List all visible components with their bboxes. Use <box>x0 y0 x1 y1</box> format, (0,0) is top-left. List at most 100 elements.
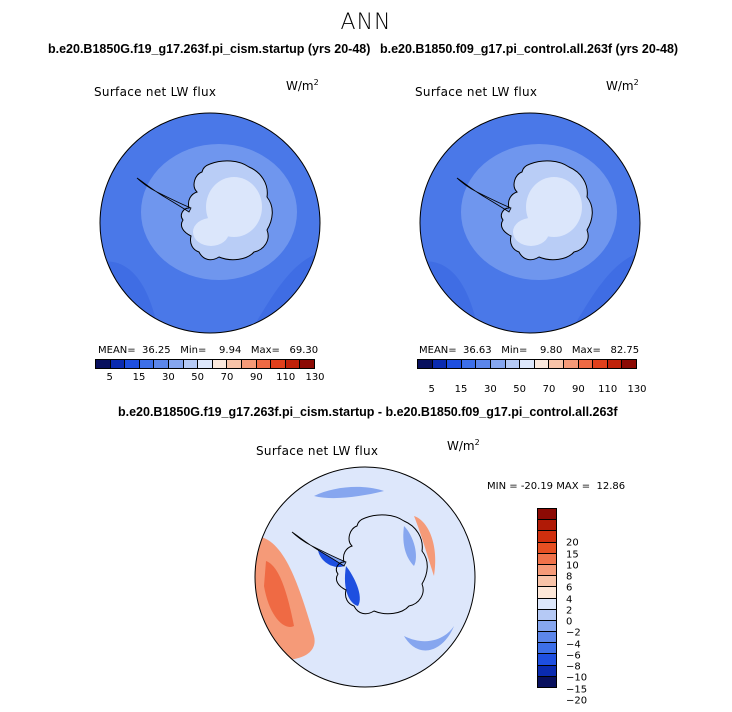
colorbar-swatch <box>538 609 556 621</box>
colorbar-swatch <box>139 360 155 368</box>
colorbar-swatch <box>168 360 184 368</box>
colorbar-tick-label: 0 <box>566 616 573 628</box>
panel-1-map <box>99 112 321 334</box>
colorbar-swatch <box>490 360 506 368</box>
colorbar-tick-label: −20 <box>566 695 588 707</box>
panel-2-variable: Surface net LW flux <box>415 85 538 99</box>
cool-anomaly <box>403 526 416 566</box>
colorbar-swatch <box>538 587 556 599</box>
colorbar-swatch <box>96 360 111 368</box>
panel-1-case-title: b.e20.B1850G.f19_g17.263f.pi_cism.startu… <box>48 42 371 56</box>
panel-2-map <box>419 112 641 334</box>
colorbar-swatch <box>256 360 272 368</box>
colorbar-tick-label: −15 <box>566 684 588 695</box>
diff-colorbar-ticks: 20 15 10 8 6 4 2 0 −2 −4 −6 −8 −10 −15 −20 <box>566 532 606 712</box>
panel-2-colorbar-ticks: 5 15 30 50 70 90 110 130 <box>417 384 646 396</box>
colorbar-swatch <box>125 360 140 368</box>
colorbar-swatch <box>418 360 433 368</box>
colorbar-tick-label: −8 <box>566 661 581 673</box>
diff-colorbar <box>537 508 557 688</box>
colorbar-swatch <box>271 360 286 368</box>
colorbar-swatch <box>212 360 228 368</box>
colorbar-swatch <box>534 360 550 368</box>
diff-map <box>254 466 476 688</box>
colorbar-swatch <box>549 360 564 368</box>
colorbar-tick-label: 110 <box>598 384 618 395</box>
colorbar-tick-label: 70 <box>220 372 234 383</box>
colorbar-swatch <box>538 520 556 532</box>
colorbar-swatch <box>563 360 579 368</box>
colorbar-swatch <box>622 360 636 368</box>
colorbar-swatch <box>285 360 301 368</box>
colorbar-tick-label: 8 <box>566 571 573 583</box>
colorbar-tick-label: 15 <box>454 384 468 395</box>
panel-1-units: W/m2 <box>286 78 319 93</box>
coastline <box>335 514 428 615</box>
colorbar-swatch <box>447 360 462 368</box>
colorbar-swatch <box>110 360 126 368</box>
colorbar-tick-label: −2 <box>566 627 581 639</box>
colorbar-tick-label: 4 <box>566 594 573 605</box>
colorbar-tick-label: 70 <box>542 384 556 395</box>
colorbar-swatch <box>578 360 594 368</box>
coastline <box>180 160 273 261</box>
colorbar-swatch <box>538 620 556 633</box>
warm-anomaly <box>264 561 294 627</box>
colorbar-tick-label: 10 <box>566 560 579 572</box>
diff-title: b.e20.B1850G.f19_g17.263f.pi_cism.startu… <box>118 405 618 419</box>
panel-2-stats: MEAN= 36.63 Min= 9.80 Max= 82.75 <box>419 345 640 356</box>
peninsula <box>291 531 347 567</box>
colorbar-tick-label: 15 <box>132 372 146 383</box>
colorbar-swatch <box>520 360 535 368</box>
colorbar-swatch <box>538 542 556 554</box>
colorbar-tick-label: 5 <box>428 384 435 395</box>
cold-anomaly <box>344 566 360 606</box>
colorbar-tick-label: 90 <box>571 384 585 395</box>
colorbar-swatch <box>538 654 556 666</box>
ice-sheet-interior <box>193 218 229 246</box>
colorbar-swatch <box>538 665 556 677</box>
colorbar-swatch <box>538 676 556 687</box>
panel-1-colorbar-ticks: 5 15 30 50 70 90 110 130 <box>95 372 324 384</box>
colorbar-tick-label: 15 <box>566 549 579 560</box>
colorbar-tick-label: 50 <box>513 384 527 395</box>
colorbar-tick-label: 130 <box>305 372 325 383</box>
colorbar-swatch <box>538 553 556 565</box>
colorbar-tick-label: 20 <box>566 537 579 549</box>
colorbar-swatch <box>300 360 314 368</box>
colorbar-tick-label: 90 <box>249 372 263 383</box>
colorbar-swatch <box>476 360 491 368</box>
diff-min-max: MIN = -20.19 MAX = 12.86 <box>487 481 626 492</box>
colorbar-swatch <box>432 360 448 368</box>
colorbar-swatch <box>183 360 199 368</box>
ice-sheet-interior <box>513 218 549 246</box>
coastline <box>500 160 593 261</box>
colorbar-swatch <box>241 360 257 368</box>
colorbar-tick-label: 2 <box>566 605 573 617</box>
colorbar-tick-label: 30 <box>161 372 175 383</box>
colorbar-swatch <box>154 360 169 368</box>
colorbar-swatch <box>538 643 556 655</box>
cool-anomaly <box>314 486 384 499</box>
map-border <box>99 112 321 334</box>
colorbar-swatch <box>538 564 556 577</box>
season-title: ANN <box>340 10 392 35</box>
colorbar-tick-label: −10 <box>566 672 588 684</box>
colorbar-tick-label: 6 <box>566 582 573 594</box>
map-border <box>419 112 641 334</box>
panel-1-stats: MEAN= 36.25 Min= 9.94 Max= 69.30 <box>98 345 319 356</box>
colorbar-swatch <box>607 360 623 368</box>
cool-anomaly <box>404 626 454 651</box>
panel-1-colorbar <box>95 359 315 369</box>
colorbar-swatch <box>538 632 556 644</box>
colorbar-swatch <box>538 531 556 543</box>
colorbar-swatch <box>593 360 608 368</box>
colorbar-swatch <box>538 509 556 521</box>
map-border <box>254 466 476 688</box>
colorbar-tick-label: 5 <box>106 372 113 383</box>
panel-2-colorbar <box>417 359 637 369</box>
panel-1-variable: Surface net LW flux <box>94 85 217 99</box>
colorbar-tick-label: 50 <box>191 372 205 383</box>
warm-anomaly <box>414 516 436 576</box>
diff-variable: Surface net LW flux <box>256 444 379 458</box>
